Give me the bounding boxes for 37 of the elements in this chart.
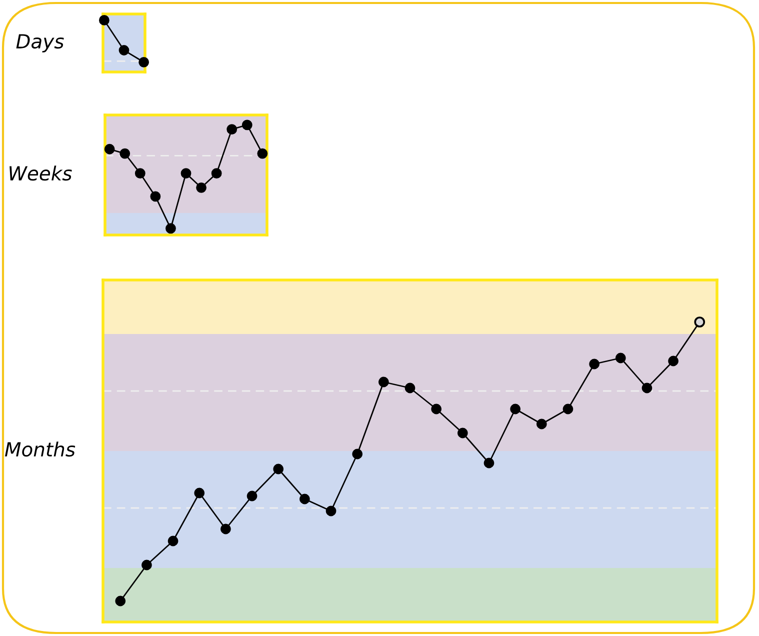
point: [352, 448, 363, 460]
point: [168, 536, 178, 546]
point: [299, 494, 310, 504]
point: [211, 168, 222, 179]
point: [134, 168, 146, 179]
point: [404, 382, 416, 394]
point: [378, 376, 389, 388]
point: [668, 356, 678, 366]
point: [589, 358, 600, 370]
point: [180, 168, 192, 179]
point: [194, 488, 205, 498]
point: [694, 316, 706, 328]
point: [150, 191, 161, 202]
point: [457, 428, 468, 438]
y-axis-title: Months: [4, 442, 76, 457]
point: [196, 182, 206, 193]
point: [246, 490, 258, 502]
point: [242, 120, 252, 130]
point: [642, 382, 652, 394]
point: [142, 560, 152, 570]
point: [115, 596, 126, 606]
point: [326, 506, 336, 516]
y-axis-title: Weeks: [10, 166, 72, 181]
point: [120, 148, 130, 159]
point: [273, 464, 284, 474]
point: [431, 404, 442, 414]
point: [562, 404, 574, 414]
point: [510, 404, 521, 414]
point: [220, 524, 231, 534]
y-axis-title: Days: [16, 34, 64, 52]
point: [484, 458, 494, 468]
point: [226, 124, 238, 135]
point: [257, 148, 268, 159]
point: [104, 144, 115, 154]
point: [166, 223, 176, 234]
point: [536, 418, 547, 430]
point: [615, 352, 626, 364]
